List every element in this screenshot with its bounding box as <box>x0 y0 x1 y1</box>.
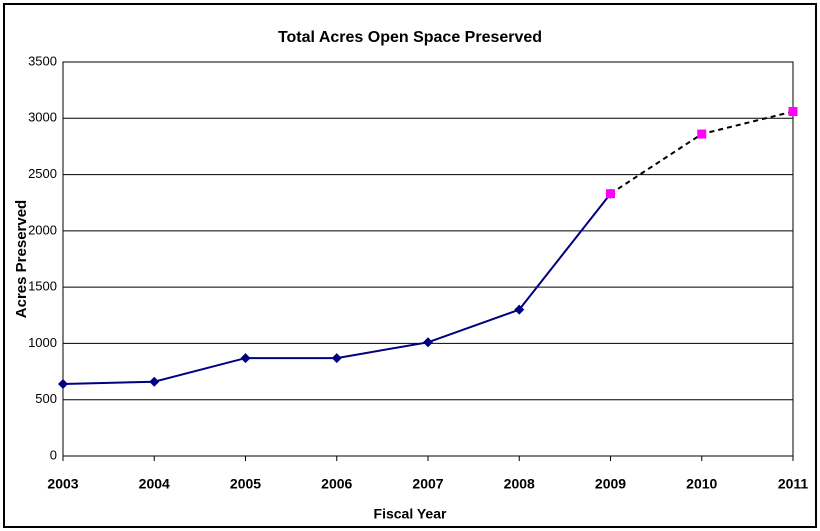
x-tick-label: 2007 <box>412 476 443 492</box>
y-tick-label: 2500 <box>28 166 57 181</box>
data-point <box>697 129 707 139</box>
y-tick-label: 2000 <box>28 222 57 237</box>
chart-frame <box>3 3 817 528</box>
data-point <box>58 378 68 389</box>
y-tick-label: 1500 <box>28 279 57 294</box>
x-tick-label: 2006 <box>321 476 352 492</box>
chart-title: Total Acres Open Space Preserved <box>278 29 542 46</box>
y-tick-label: 500 <box>35 391 57 406</box>
x-tick-label: 2010 <box>686 476 717 492</box>
x-tick-label: 2005 <box>230 476 261 492</box>
x-tick-label: 2011 <box>778 476 809 492</box>
data-point <box>606 189 615 199</box>
x-tick-label: 2004 <box>139 476 170 492</box>
data-point <box>514 304 525 315</box>
y-axis-label: Acres Preserved <box>13 200 30 318</box>
data-point <box>331 353 342 364</box>
x-tick-label: 2003 <box>47 476 78 492</box>
x-tick-label: 2008 <box>504 476 535 492</box>
y-tick-label: 0 <box>50 447 57 462</box>
data-point <box>149 376 160 387</box>
data-point <box>240 353 251 364</box>
data-point <box>788 107 798 117</box>
y-tick-label: 3500 <box>28 53 57 68</box>
x-tick-label: 2009 <box>595 476 626 492</box>
y-tick-label: 1000 <box>28 335 57 350</box>
y-tick-label: 3000 <box>28 110 57 125</box>
x-axis-label: Fiscal Year <box>374 506 447 522</box>
data-point <box>423 337 433 348</box>
